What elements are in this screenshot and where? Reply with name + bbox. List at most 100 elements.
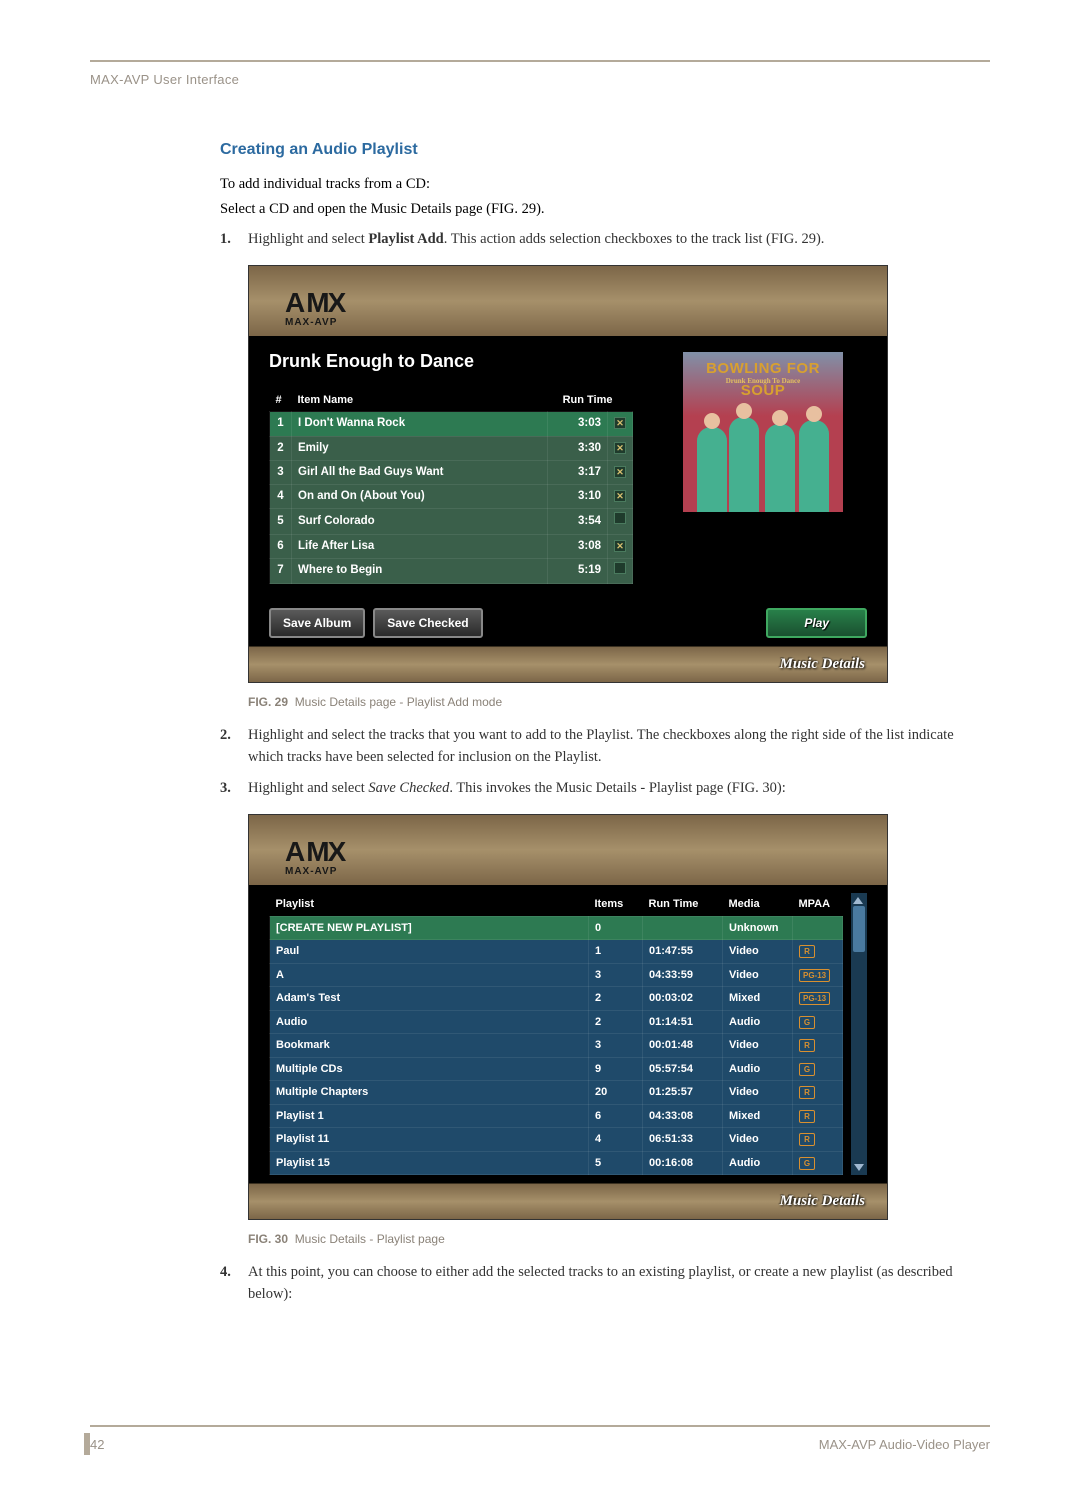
pl-media: Mixed <box>723 987 793 1011</box>
ss-top-bar: AMX MAX-AVP <box>249 815 887 885</box>
track-row[interactable]: 1I Don't Wanna Rock3:03 <box>270 412 633 436</box>
track-time: 5:19 <box>548 558 608 583</box>
track-checkbox[interactable] <box>608 558 633 583</box>
playlist-row[interactable]: Adam's Test200:03:02MixedPG-13 <box>270 987 843 1011</box>
track-checkbox[interactable] <box>608 485 633 509</box>
track-row[interactable]: 6Life After Lisa3:08 <box>270 534 633 558</box>
scroll-down-icon[interactable] <box>854 1164 864 1171</box>
track-checkbox[interactable] <box>608 509 633 534</box>
pl-mpaa: G <box>793 1010 843 1034</box>
mpaa-badge: R <box>799 1086 815 1099</box>
pl-mpaa: G <box>793 1151 843 1175</box>
pl-mpaa: R <box>793 1081 843 1105</box>
playlist-row[interactable]: Bookmark300:01:48VideoR <box>270 1034 843 1058</box>
track-checkbox[interactable] <box>608 534 633 558</box>
pl-mpaa: R <box>793 1034 843 1058</box>
mpaa-badge: R <box>799 1110 815 1123</box>
scroll-thumb[interactable] <box>853 906 865 952</box>
track-row[interactable]: 4On and On (About You)3:10 <box>270 485 633 509</box>
pl-runtime: 01:25:57 <box>643 1081 723 1105</box>
track-num: 7 <box>270 558 292 583</box>
playlist-row[interactable]: Multiple CDs905:57:54AudioG <box>270 1057 843 1081</box>
track-checkbox[interactable] <box>608 460 633 484</box>
track-row[interactable]: 7Where to Begin5:19 <box>270 558 633 583</box>
step-text: Highlight and select Playlist Add. This … <box>248 229 990 251</box>
amx-logo: AMX MAX-AVP <box>285 290 347 330</box>
ss2-left: Playlist Items Run Time Media MPAA [CREA… <box>269 893 843 1175</box>
pl-name: Playlist 11 <box>270 1128 589 1152</box>
playlist-table: Playlist Items Run Time Media MPAA [CREA… <box>269 893 843 1175</box>
track-row[interactable]: 3Girl All the Bad Guys Want3:17 <box>270 460 633 484</box>
text-bold: Playlist Add <box>368 231 443 247</box>
logo-amx-text: AMX <box>285 290 347 315</box>
pl-media: Video <box>723 963 793 987</box>
playlist-row[interactable]: Playlist 15500:16:08AudioG <box>270 1151 843 1175</box>
footer-product: MAX-AVP Audio-Video Player <box>819 1435 990 1455</box>
step-number: 1. <box>220 229 248 251</box>
ss-left-col: Drunk Enough to Dance # Item Name Run Ti… <box>249 336 649 598</box>
play-button[interactable]: Play <box>766 608 867 638</box>
pl-runtime: 00:16:08 <box>643 1151 723 1175</box>
col-name: Item Name <box>292 389 548 412</box>
playlist-row[interactable]: Audio201:14:51AudioG <box>270 1010 843 1034</box>
pl-items: 6 <box>589 1104 643 1128</box>
ss2-body: Playlist Items Run Time Media MPAA [CREA… <box>249 885 887 1183</box>
pl-mpaa: G <box>793 1057 843 1081</box>
pl-name: Paul <box>270 940 589 964</box>
playlist-row[interactable]: Paul101:47:55VideoR <box>270 940 843 964</box>
playlist-row[interactable]: A304:33:59VideoPG-13 <box>270 963 843 987</box>
track-checkbox[interactable] <box>608 412 633 436</box>
art-figure <box>697 427 727 512</box>
section-heading: Creating an Audio Playlist <box>220 138 990 162</box>
footer-rule: 42 MAX-AVP Audio-Video Player <box>90 1425 990 1455</box>
step-3: 3. Highlight and select Save Checked. Th… <box>220 778 990 800</box>
mpaa-badge: G <box>799 1157 815 1170</box>
text-b: . This action adds selection checkboxes … <box>444 231 825 247</box>
page-footer: 42 MAX-AVP Audio-Video Player <box>90 1425 990 1455</box>
fig-label: FIG. 30 <box>248 1232 288 1246</box>
playlist-row[interactable]: Playlist 1604:33:08MixedR <box>270 1104 843 1128</box>
scroll-up-icon[interactable] <box>853 897 865 952</box>
pl-items: 0 <box>589 916 643 940</box>
playlist-row[interactable]: Multiple Chapters2001:25:57VideoR <box>270 1081 843 1105</box>
playlist-header-row: Playlist Items Run Time Media MPAA <box>270 893 843 916</box>
mpaa-badge: G <box>799 1063 815 1076</box>
save-album-button[interactable]: Save Album <box>269 608 365 638</box>
step-2: 2. Highlight and select the tracks that … <box>220 725 990 769</box>
fig-caption-text: Music Details - Playlist page <box>295 1232 445 1246</box>
track-row[interactable]: 5Surf Colorado3:54 <box>270 509 633 534</box>
track-time: 3:08 <box>548 534 608 558</box>
playlist-row[interactable]: Playlist 11406:51:33VideoR <box>270 1128 843 1152</box>
pl-runtime: 00:03:02 <box>643 987 723 1011</box>
page-number: 42 <box>90 1435 104 1455</box>
ss-footer: Music Details <box>249 1183 887 1219</box>
pl-runtime: 01:14:51 <box>643 1010 723 1034</box>
track-num: 5 <box>270 509 292 534</box>
track-name: Where to Begin <box>292 558 548 583</box>
step-number: 3. <box>220 778 248 800</box>
pl-media: Unknown <box>723 916 793 940</box>
pl-name: Playlist 1 <box>270 1104 589 1128</box>
step-number: 2. <box>220 725 248 769</box>
save-checked-button[interactable]: Save Checked <box>373 608 482 638</box>
pl-runtime: 01:47:55 <box>643 940 723 964</box>
track-checkbox[interactable] <box>608 436 633 460</box>
track-num: 2 <box>270 436 292 460</box>
pl-name: A <box>270 963 589 987</box>
col-media: Media <box>723 893 793 916</box>
art-figure <box>799 420 829 512</box>
step-4: 4. At this point, you can choose to eith… <box>220 1262 990 1306</box>
track-time: 3:54 <box>548 509 608 534</box>
pl-mpaa: PG-13 <box>793 987 843 1011</box>
fig-label: FIG. 29 <box>248 695 288 709</box>
scrollbar[interactable] <box>851 893 867 1175</box>
track-name: Life After Lisa <box>292 534 548 558</box>
col-num: # <box>270 389 292 412</box>
step-text: At this point, you can choose to either … <box>248 1262 990 1306</box>
pl-name: Playlist 15 <box>270 1151 589 1175</box>
col-mpaa: MPAA <box>793 893 843 916</box>
playlist-row[interactable]: [CREATE NEW PLAYLIST]0Unknown <box>270 916 843 940</box>
margin-stub <box>84 1433 90 1455</box>
track-row[interactable]: 2Emily3:30 <box>270 436 633 460</box>
col-time: Run Time <box>548 389 633 412</box>
